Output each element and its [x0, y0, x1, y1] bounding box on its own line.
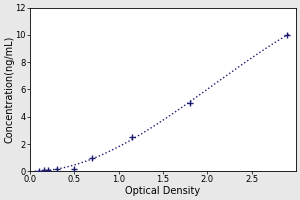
Y-axis label: Concentration(ng/mL): Concentration(ng/mL)	[4, 36, 14, 143]
X-axis label: Optical Density: Optical Density	[125, 186, 201, 196]
